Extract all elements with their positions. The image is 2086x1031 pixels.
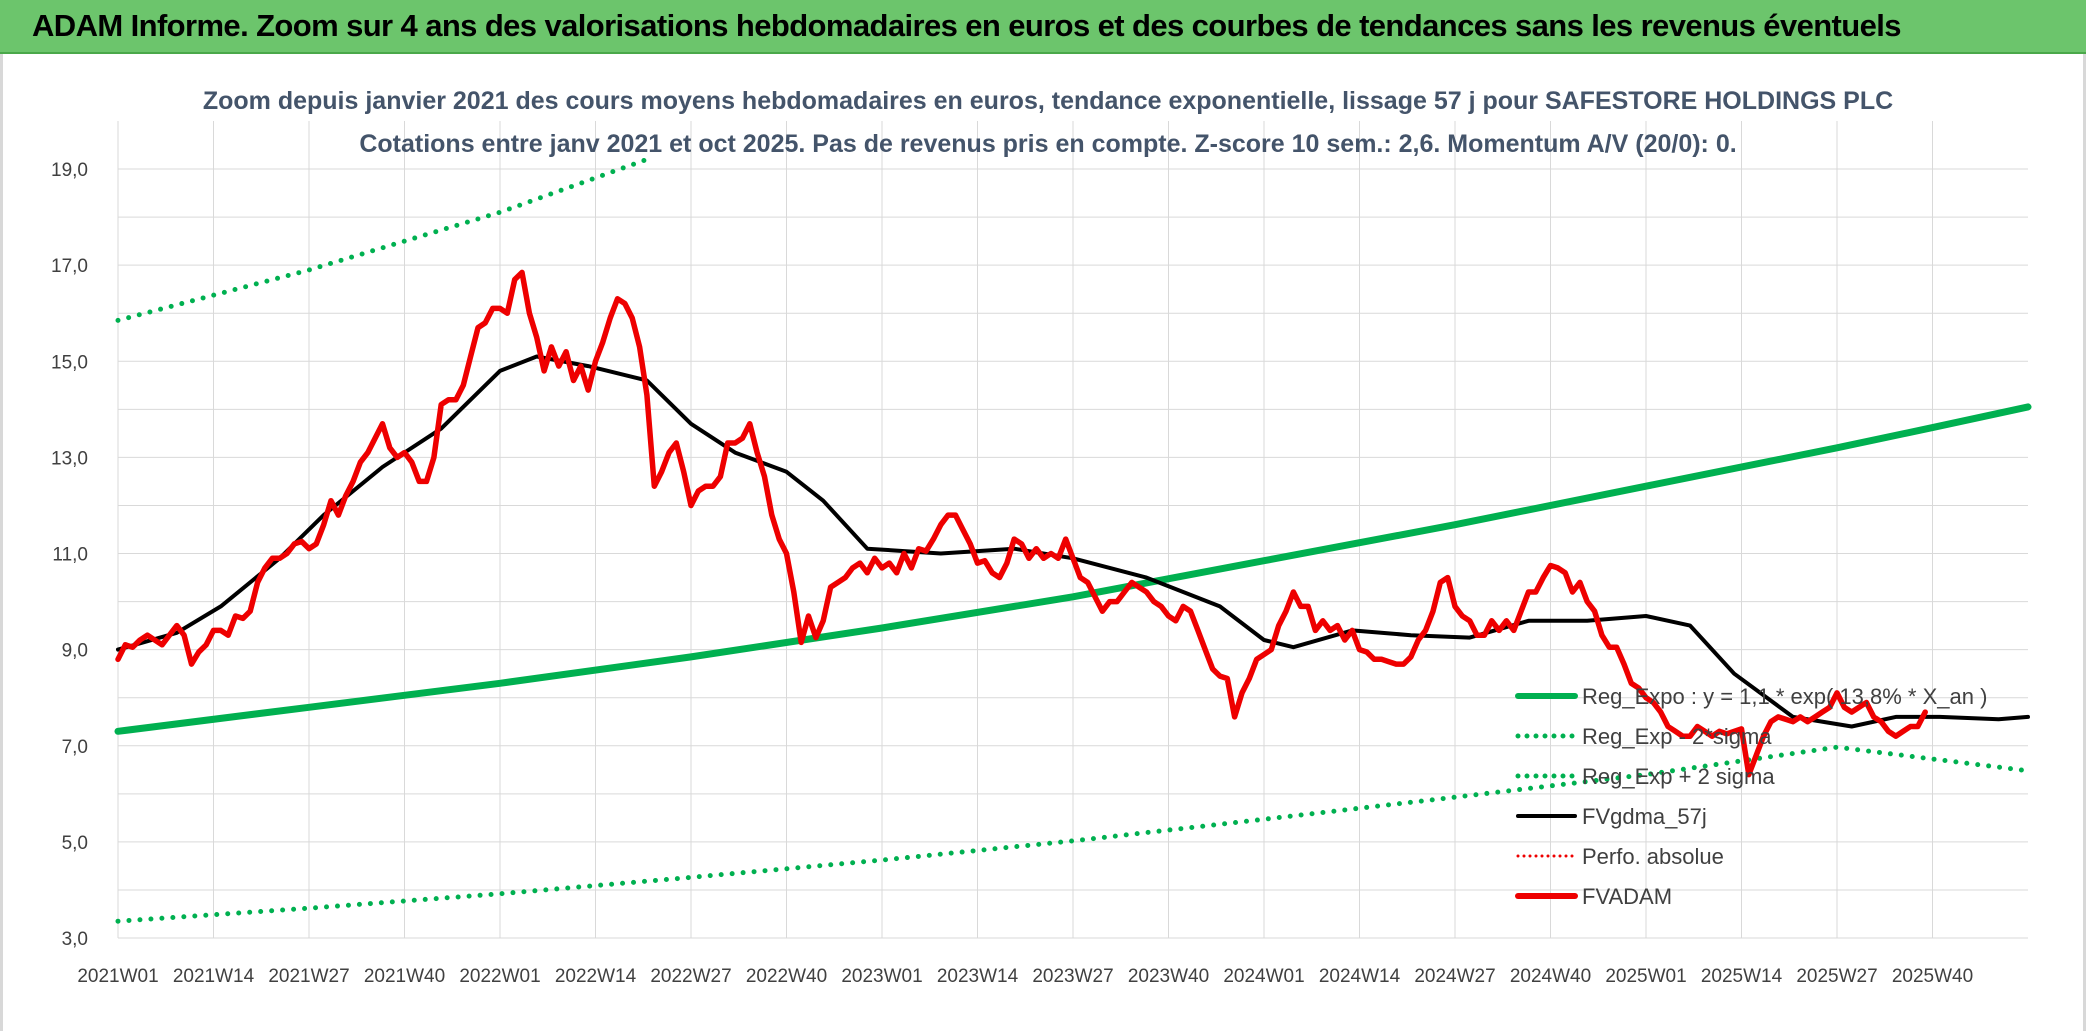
y-axis-ticks: 3,0 5,0 7,0 9,0 11,0 13,0 15,0 17,0 19,0	[51, 160, 88, 950]
legend-label: Perfo. absolue	[1582, 844, 1724, 869]
x-tick-label: 2023W14	[937, 966, 1019, 987]
y-tick-label: 9,0	[62, 641, 88, 662]
legend-label: Reg_Expo : y = 1,1 * exp( 13,8% * X_an )	[1582, 684, 1987, 709]
line-chart: 3,0 5,0 7,0 9,0 11,0 13,0 15,0 17,0 19,0 2021W01…	[51, 87, 2032, 987]
legend-label: FVADAM	[1582, 884, 1672, 909]
chart-subtitle: Cotations entre janv 2021 et oct 2025. P…	[359, 130, 1736, 158]
chart-frame: 3,0 5,0 7,0 9,0 11,0 13,0 15,0 17,0 19,0 2021W01…	[0, 54, 2086, 1031]
chart-title: Zoom depuis janvier 2021 des cours moyen…	[203, 87, 1893, 115]
x-tick-label: 2023W27	[1032, 966, 1113, 987]
x-tick-label: 2022W01	[459, 966, 540, 987]
x-tick-label: 2021W27	[268, 966, 349, 987]
x-tick-label: 2024W27	[1414, 966, 1495, 987]
y-tick-label: 13,0	[51, 448, 88, 469]
x-tick-label: 2021W40	[364, 966, 445, 987]
y-tick-label: 5,0	[62, 833, 88, 854]
series-line-dotted-green	[115, 744, 2031, 924]
series-line-dotted-green	[115, 156, 650, 323]
report-banner: ADAM Informe. Zoom sur 4 ans des valoris…	[0, 0, 2086, 54]
x-tick-label: 2024W14	[1319, 966, 1401, 987]
x-axis-ticks: 2021W01 2021W14 2021W27 2021W40 2022W01 2022W…	[77, 966, 1973, 987]
x-tick-label: 2021W14	[173, 966, 255, 987]
banner-title: ADAM Informe. Zoom sur 4 ans des valoris…	[32, 8, 1902, 43]
y-tick-label: 15,0	[51, 352, 88, 373]
legend-label: Reg_Exp + 2 sigma	[1582, 764, 1775, 789]
series-line-solid-green	[114, 403, 2032, 735]
x-tick-label: 2023W01	[841, 966, 922, 987]
x-tick-label: 2025W14	[1701, 966, 1783, 987]
y-tick-label: 3,0	[62, 929, 88, 950]
x-tick-label: 2024W01	[1223, 966, 1304, 987]
legend-label: Reg_Exp - 2*sigma	[1582, 724, 1772, 749]
x-tick-label: 2025W40	[1892, 966, 1973, 987]
y-tick-label: 7,0	[62, 737, 88, 758]
x-tick-label: 2023W40	[1128, 966, 1209, 987]
legend-label: FVgdma_57j	[1582, 804, 1707, 829]
x-tick-label: 2021W01	[77, 966, 158, 987]
y-tick-label: 17,0	[51, 256, 88, 277]
y-tick-label: 11,0	[52, 545, 88, 566]
x-tick-label: 2022W27	[650, 966, 731, 987]
chart-series	[114, 156, 2032, 924]
series-line-solid-red	[115, 269, 1928, 778]
y-tick-label: 19,0	[51, 160, 88, 181]
x-tick-label: 2025W01	[1605, 966, 1686, 987]
x-tick-label: 2024W40	[1510, 966, 1591, 987]
chart-legend: Reg_Expo : y = 1,1 * exp( 13,8% * X_an )…	[1515, 684, 1987, 909]
x-tick-label: 2022W40	[746, 966, 827, 987]
x-tick-label: 2025W27	[1796, 966, 1877, 987]
x-tick-label: 2022W14	[555, 966, 637, 987]
